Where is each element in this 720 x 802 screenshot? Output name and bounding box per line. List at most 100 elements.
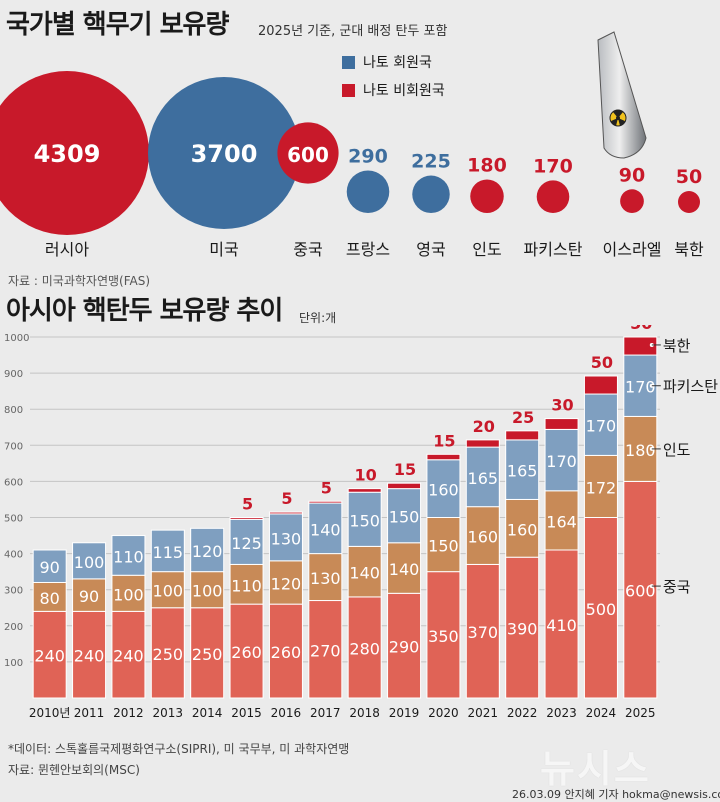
x-tick-label: 2016 [271, 706, 302, 720]
bar-segment-파키스탄 [190, 527, 225, 573]
bar-segment-인도 [505, 498, 540, 558]
y-tick-label: 500 [4, 514, 23, 525]
legend-swatch-nato-nonmember [342, 83, 355, 97]
bubble-8 [678, 191, 700, 213]
bar-segment-중국 [465, 563, 500, 699]
bar-value-label: 160 [468, 528, 499, 547]
bar-value-label: 100 [153, 582, 184, 601]
bar-value-label: 240 [34, 647, 65, 666]
bar-value-label: 160 [428, 481, 459, 500]
bar-value-label: 260 [231, 643, 262, 662]
bubble-value-label: 4309 [34, 140, 101, 168]
bubble-7 [620, 189, 644, 213]
bar-value-label-north-korea: 50 [630, 325, 652, 333]
bubble-value-label: 290 [348, 145, 388, 167]
bar-value-label: 260 [271, 643, 302, 662]
footnote-data-source: *데이터: 스톡홀름국제평화연구소(SIPRI), 미 국무부, 미 과학자연맹 [8, 742, 350, 756]
x-tick-label: 2017 [310, 706, 341, 720]
series-annotation-label: 파키스탄 [663, 378, 718, 396]
chart-title-2: 아시아 핵탄두 보유량 추이 [6, 296, 283, 326]
bar-segment-북한 [268, 511, 303, 515]
bubble-5 [470, 179, 504, 213]
y-tick-label: 900 [4, 369, 23, 380]
x-tick-label: 2013 [153, 706, 184, 720]
x-tick-label: 2021 [468, 706, 499, 720]
bar-value-label: 240 [74, 647, 105, 666]
watermark-logo: 뉴시스 [540, 747, 651, 791]
bar-value-label: 100 [192, 582, 223, 601]
bar-segment-파키스탄 [72, 542, 107, 580]
bubble-value-label: 600 [287, 143, 329, 167]
x-tick-label: 2023 [546, 706, 577, 720]
bar-value-label: 140 [310, 520, 341, 539]
bar-value-label: 115 [153, 543, 184, 562]
bar-segment-중국 [544, 549, 579, 699]
bar-segment-중국 [150, 607, 185, 699]
bar-segment-중국 [308, 600, 343, 699]
bar-value-label-north-korea: 15 [394, 460, 416, 479]
bar-value-label: 370 [468, 623, 499, 642]
y-tick-label: 800 [4, 405, 23, 416]
bar-segment-파키스탄 [229, 518, 264, 565]
bar-value-label: 150 [389, 508, 420, 527]
bar-segment-북한 [387, 482, 422, 490]
bar-value-label: 280 [349, 639, 380, 658]
bar-segment-북한 [465, 439, 500, 448]
stacked-bar-chart: 100 200 300 400 500 600 700 800 900 1000 240 80 90 20… [4, 325, 718, 720]
bar-value-label-north-korea: 30 [551, 396, 573, 415]
bar-value-label-north-korea: 5 [281, 489, 292, 508]
credit-line: 26.03.09 안지혜 기자 hokma@newsis.com [512, 788, 720, 801]
bar-segment-파키스탄 [583, 393, 618, 456]
bar-segment-중국 [72, 610, 107, 699]
series-annotation-label: 중국 [663, 578, 691, 596]
x-tick-label: 2011 [74, 706, 105, 720]
legend-label-nato-member: 나토 회원국 [363, 55, 432, 71]
bubble-value-label: 170 [533, 155, 573, 177]
bubble-value-label: 90 [619, 164, 645, 186]
bar-segment-북한 [308, 500, 343, 504]
bar-value-label-north-korea: 20 [473, 417, 495, 436]
bubble-0 [0, 71, 149, 235]
bubble-value-label: 50 [676, 166, 702, 188]
unit-label: 단위:개 [299, 311, 337, 325]
legend-label-nato-nonmember: 나토 비회원국 [363, 83, 445, 99]
x-tick-label: 2010년 [29, 706, 71, 720]
bar-value-label: 120 [271, 574, 302, 593]
bubble-4 [412, 175, 450, 213]
bar-segment-중국 [111, 610, 146, 699]
bar-value-label: 250 [153, 645, 184, 664]
bar-segment-인도 [426, 517, 461, 573]
y-tick-label: 1000 [4, 333, 29, 344]
bar-segment-파키스탄 [544, 428, 579, 492]
chart-subtitle-1: 2025년 기준, 군대 배정 탄두 포함 [258, 24, 448, 39]
bar-segment-북한 [623, 336, 658, 356]
bar-segment-북한 [583, 375, 618, 395]
bar-segment-북한 [426, 453, 461, 461]
bar-segment-파키스탄 [150, 529, 185, 573]
bar-value-label: 165 [468, 469, 499, 488]
bar-value-label: 130 [310, 569, 341, 588]
y-tick-label: 600 [4, 477, 23, 488]
x-tick-label: 2015 [231, 706, 262, 720]
bar-segment-인도 [111, 574, 146, 612]
bar-value-label: 170 [625, 378, 656, 397]
bar-segment-중국 [32, 610, 67, 699]
y-tick-label: 200 [4, 622, 23, 633]
y-tick-label: 700 [4, 441, 23, 452]
bar-value-label-north-korea: 15 [433, 431, 455, 450]
bar-value-label: 500 [586, 600, 617, 619]
bar-value-label: 160 [507, 520, 538, 539]
bubble-2 [277, 122, 339, 184]
bar-segment-인도 [308, 553, 343, 602]
bubble-category-label: 중국 [293, 240, 322, 259]
bar-value-label: 90 [40, 558, 60, 577]
bar-value-label: 350 [428, 627, 459, 646]
bubble-value-label: 225 [411, 151, 451, 173]
x-tick-label: 2019 [389, 706, 420, 720]
bar-segment-인도 [190, 571, 225, 609]
missile-warhead-illustration [597, 31, 647, 159]
bar-value-label: 250 [192, 645, 223, 664]
bar-segment-북한 [229, 517, 264, 520]
y-tick-label: 300 [4, 586, 23, 597]
bar-segment-중국 [426, 571, 461, 699]
